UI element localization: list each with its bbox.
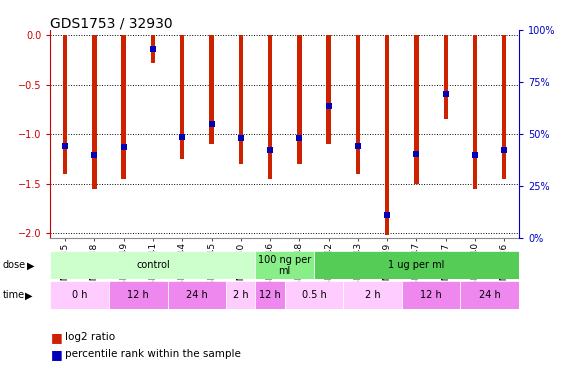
Bar (343, 281, 402, 309)
Bar (284, 281, 343, 309)
Text: 2 h: 2 h (233, 290, 249, 300)
Text: log2 ratio: log2 ratio (65, 333, 114, 342)
Bar (385, 35, 389, 235)
Bar (168, 281, 226, 309)
Bar (63, 35, 67, 174)
Bar (502, 35, 507, 178)
Bar (255, 251, 314, 279)
Text: 12 h: 12 h (127, 290, 149, 300)
Bar (226, 281, 255, 309)
Bar (461, 281, 519, 309)
Bar (444, 35, 448, 119)
Text: 24 h: 24 h (186, 290, 208, 300)
Bar (255, 281, 284, 309)
Text: 100 ng per
ml: 100 ng per ml (258, 255, 311, 276)
Bar (327, 35, 331, 144)
Text: ▶: ▶ (27, 261, 34, 270)
Text: ■: ■ (50, 348, 62, 361)
Text: 12 h: 12 h (259, 290, 281, 300)
Text: control: control (136, 260, 170, 270)
Text: 1 ug per ml: 1 ug per ml (388, 260, 445, 270)
Text: 0 h: 0 h (72, 290, 88, 300)
Bar (109, 281, 168, 309)
Bar (209, 35, 214, 144)
Bar (180, 35, 185, 159)
Bar (122, 35, 126, 178)
Bar (297, 35, 302, 164)
Bar (356, 35, 360, 174)
Bar (50, 281, 109, 309)
Bar (268, 35, 272, 178)
Bar (92, 35, 96, 189)
Bar (50, 251, 255, 279)
Text: ■: ■ (50, 331, 62, 344)
Text: 24 h: 24 h (479, 290, 500, 300)
Bar (402, 281, 461, 309)
Text: 0.5 h: 0.5 h (302, 290, 327, 300)
Text: GDS1753 / 32930: GDS1753 / 32930 (50, 17, 173, 31)
Bar (473, 35, 477, 189)
Bar (238, 35, 243, 164)
Text: time: time (3, 291, 25, 300)
Text: 12 h: 12 h (420, 290, 442, 300)
Bar (151, 35, 155, 63)
Text: 2 h: 2 h (365, 290, 380, 300)
Text: percentile rank within the sample: percentile rank within the sample (65, 350, 241, 359)
Bar (414, 35, 419, 184)
Bar (314, 251, 519, 279)
Text: ▶: ▶ (25, 291, 33, 300)
Text: dose: dose (3, 261, 26, 270)
